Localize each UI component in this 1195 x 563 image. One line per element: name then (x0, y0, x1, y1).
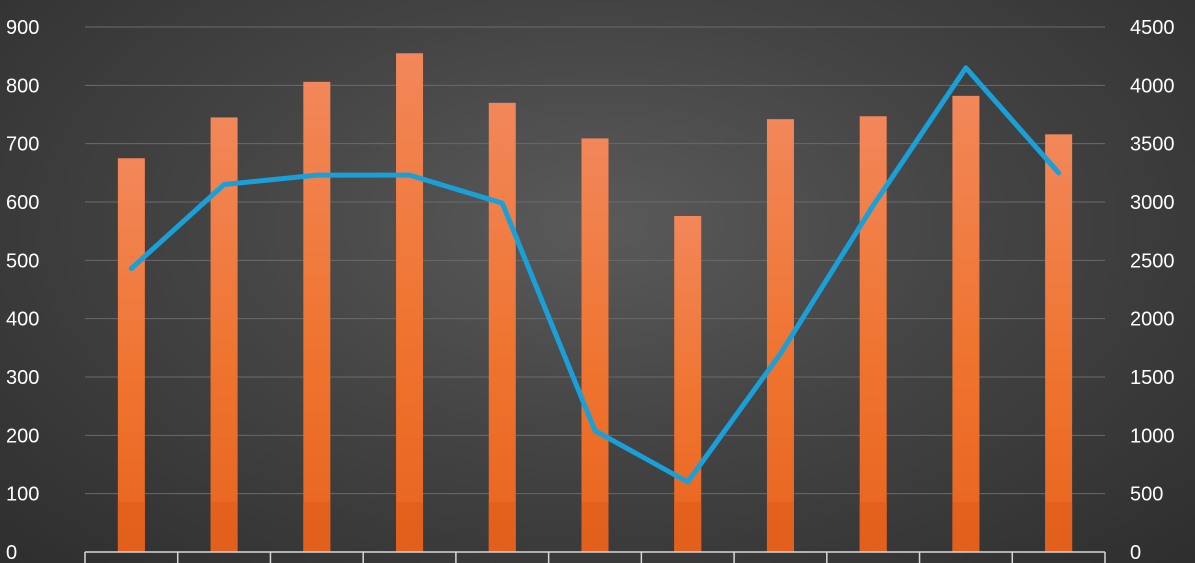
left-axis-ticks: 0 100 200 300 400 500 600 700 800 900 (6, 17, 39, 563)
bar-base (1045, 502, 1073, 552)
bar-base (396, 502, 424, 552)
bar-base (581, 502, 609, 552)
right-tick-label: 3000 (1130, 192, 1175, 214)
bar (396, 53, 424, 552)
right-tick-label: 4000 (1130, 75, 1175, 97)
bar-base (766, 502, 794, 552)
left-tick-label: 300 (6, 367, 39, 389)
left-tick-label: 0 (6, 542, 17, 563)
bar (674, 216, 702, 552)
right-tick-label: 1500 (1130, 367, 1175, 389)
bar (952, 95, 980, 552)
right-tick-label: 4500 (1130, 17, 1175, 39)
line-path (128, 65, 1062, 485)
bar (859, 116, 887, 552)
left-tick-label: 200 (6, 425, 39, 447)
right-tick-label: 3500 (1130, 134, 1175, 156)
left-tick-label: 700 (6, 134, 39, 156)
bar (488, 102, 516, 552)
line-series (128, 65, 1062, 485)
right-axis-ticks: 0 500 1000 1500 2000 2500 3000 3500 4000 4500 (1130, 17, 1175, 563)
right-tick-label: 0 (1130, 542, 1141, 563)
bar (581, 138, 609, 552)
left-tick-label: 100 (6, 484, 39, 506)
right-tick-label: 500 (1130, 484, 1163, 506)
bar-series (117, 53, 1073, 553)
bar-base (488, 502, 516, 552)
bar-base (303, 502, 331, 552)
left-tick-label: 900 (6, 17, 39, 39)
bar-base (210, 502, 238, 552)
right-tick-label: 2500 (1130, 250, 1175, 272)
bar-base (952, 502, 980, 552)
bar (303, 81, 331, 552)
left-tick-label: 800 (6, 75, 39, 97)
right-tick-label: 1000 (1130, 425, 1175, 447)
bar-base (674, 502, 702, 552)
axes (84, 551, 1106, 563)
left-tick-label: 400 (6, 309, 39, 331)
bar-base (859, 502, 887, 552)
bar (117, 158, 145, 552)
bar-base (117, 502, 145, 552)
left-tick-label: 500 (6, 250, 39, 272)
bar (1045, 134, 1073, 553)
left-tick-label: 600 (6, 192, 39, 214)
right-tick-label: 2000 (1130, 309, 1175, 331)
